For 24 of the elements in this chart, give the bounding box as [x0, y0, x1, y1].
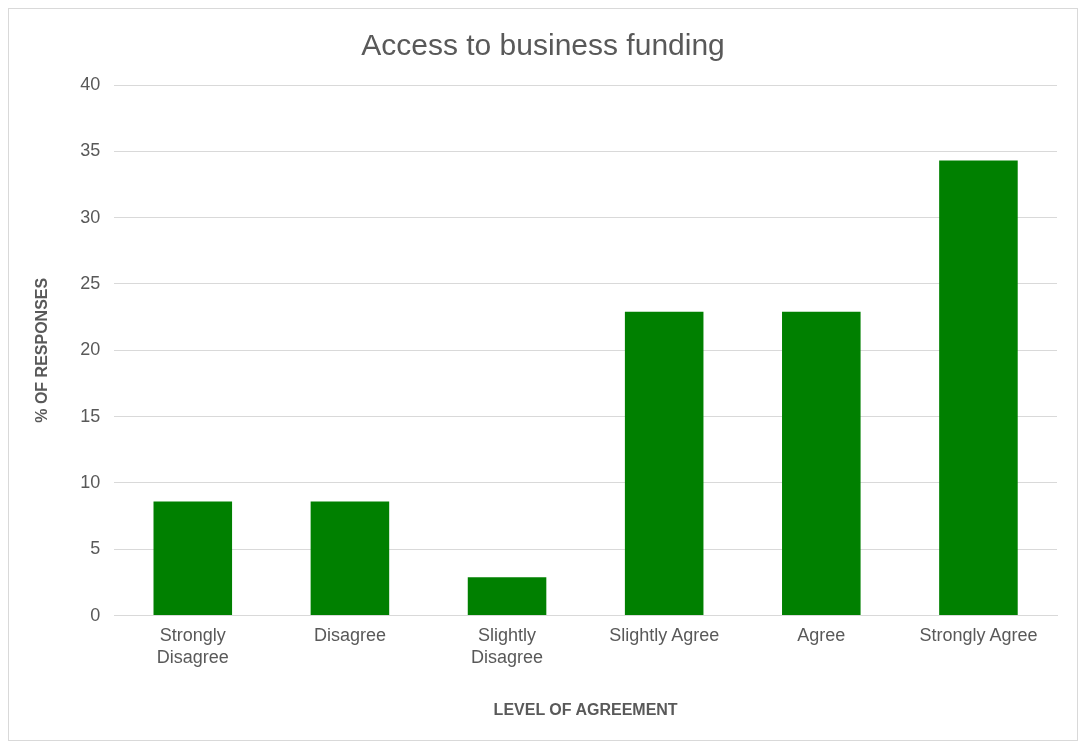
y-tick-label: 5: [90, 538, 101, 559]
chart-title: Access to business funding: [361, 28, 725, 62]
y-tick-label: 35: [80, 140, 101, 161]
y-tick-label: 30: [80, 206, 101, 227]
bar: [939, 160, 1018, 616]
x-axis-title: LEVEL OF AGREEMENT: [493, 700, 678, 718]
x-tick-label: Agree: [797, 625, 846, 646]
x-tick-label: Disagree: [313, 625, 386, 646]
y-tick-label: 40: [80, 73, 101, 94]
bar: [467, 577, 547, 616]
y-tick-label: 10: [80, 471, 101, 492]
bar: [782, 311, 861, 616]
y-tick-label: 20: [80, 339, 101, 360]
x-tick-label: Strongly Agree: [919, 625, 1038, 646]
x-tick-label: Slightly Disagree: [471, 625, 544, 667]
bar: [624, 311, 704, 616]
x-tick-label: Strongly Disagree: [156, 625, 229, 667]
bar: [153, 501, 233, 616]
bar: [310, 501, 390, 616]
y-tick-label: 25: [80, 272, 101, 293]
x-tick-label: Slightly Agree: [609, 625, 720, 646]
y-tick-label: 15: [80, 405, 101, 426]
y-tick-label: 0: [90, 604, 101, 625]
y-axis-title: % OF RESPONSES: [33, 277, 51, 423]
